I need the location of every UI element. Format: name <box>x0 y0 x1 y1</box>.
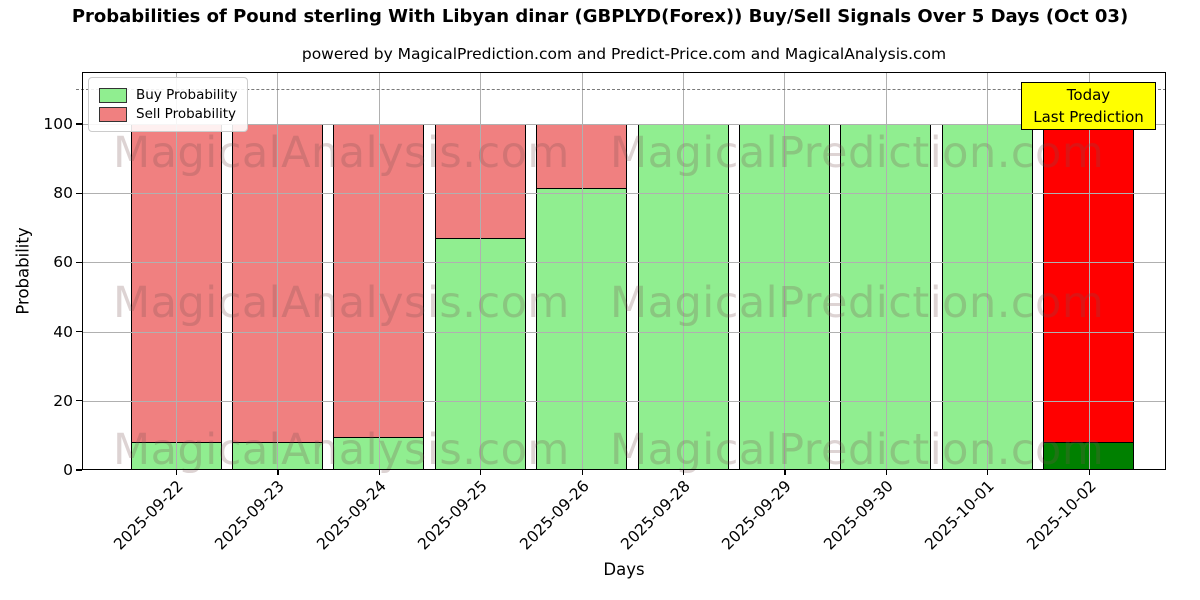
y-tick-label: 0 <box>63 461 73 479</box>
annotation-line-1: Today <box>1066 86 1111 104</box>
y-gridline <box>82 123 1166 125</box>
y-tick-label: 40 <box>53 322 73 341</box>
legend-label-sell: Sell Probability <box>136 106 237 122</box>
threshold-line <box>76 89 1166 91</box>
sell-color-swatch <box>99 106 127 122</box>
x-gridline <box>784 72 786 470</box>
x-tick-label: 2025-10-01 <box>921 477 998 554</box>
y-axis-label-text: Probability <box>13 227 33 315</box>
chart-title: Probabilities of Pound sterling With Lib… <box>71 6 1129 27</box>
legend: Buy Probability Sell Probability <box>88 77 249 132</box>
watermark-text: MagicalAnalysis.com <box>113 128 570 178</box>
x-tick-label: 2025-09-23 <box>211 477 289 554</box>
x-tick-label: 2025-09-22 <box>110 477 187 554</box>
x-tick <box>885 470 888 475</box>
x-gridline <box>987 72 989 470</box>
x-tick <box>581 470 583 475</box>
y-gridline <box>82 331 1166 333</box>
x-tick <box>378 470 381 475</box>
y-tick <box>76 400 82 402</box>
x-tick-label: 2025-09-28 <box>617 477 694 554</box>
legend-label-buy: Buy Probability <box>136 87 238 103</box>
x-gridline <box>885 72 887 470</box>
y-gridline <box>82 193 1166 195</box>
x-tick <box>176 470 178 475</box>
x-gridline <box>1088 72 1090 470</box>
y-tick-label: 60 <box>53 253 73 272</box>
watermark-text: MagicalAnalysis.com <box>113 425 570 475</box>
x-axis-label: Days <box>603 560 645 579</box>
y-tick-label: 100 <box>43 114 73 133</box>
x-tick <box>683 470 685 475</box>
x-tick <box>480 470 482 475</box>
legend-item-sell: Sell Probability <box>99 106 237 122</box>
y-tick <box>76 261 82 264</box>
y-tick <box>76 330 82 333</box>
x-tick-label: 2025-09-24 <box>313 477 390 554</box>
x-gridline <box>176 72 177 470</box>
watermark-text: MagicalPrediction.com <box>610 425 1105 475</box>
plot-area: Buy Probability Sell Probability Today L… <box>43 72 1166 553</box>
annotation-line-2: Last Prediction <box>1033 108 1144 126</box>
buy-color-swatch <box>99 87 127 103</box>
x-tick-label: 2025-09-30 <box>820 477 897 554</box>
x-tick-label: 2025-09-25 <box>414 477 491 554</box>
watermark-text: MagicalAnalysis.com <box>113 278 570 328</box>
x-gridline <box>683 72 684 470</box>
x-tick-label: 2025-10-02 <box>1022 477 1100 554</box>
x-gridline <box>378 72 380 470</box>
y-tick-label: 80 <box>53 184 73 203</box>
x-tick <box>277 470 279 475</box>
y-tick-label: 20 <box>53 391 73 410</box>
today-annotation: Today Last Prediction <box>1021 82 1156 130</box>
x-gridline <box>480 72 482 470</box>
watermark-text: MagicalPrediction.com <box>610 128 1105 178</box>
x-tick <box>784 470 786 475</box>
chart-subtitle: powered by MagicalPrediction.com and Pre… <box>301 45 947 63</box>
y-gridline <box>82 400 1166 402</box>
x-gridline <box>581 72 583 470</box>
x-gridline <box>277 72 279 470</box>
x-tick-label: 2025-09-29 <box>718 477 796 554</box>
y-tick <box>76 192 82 194</box>
x-tick <box>987 470 989 475</box>
y-tick <box>76 469 82 471</box>
y-gridline <box>82 262 1166 264</box>
x-tick <box>1088 470 1090 475</box>
legend-item-buy: Buy Probability <box>99 87 237 103</box>
x-tick-label: 2025-09-26 <box>515 477 593 554</box>
watermark-text: MagicalPrediction.com <box>610 278 1105 328</box>
y-tick <box>76 123 82 125</box>
